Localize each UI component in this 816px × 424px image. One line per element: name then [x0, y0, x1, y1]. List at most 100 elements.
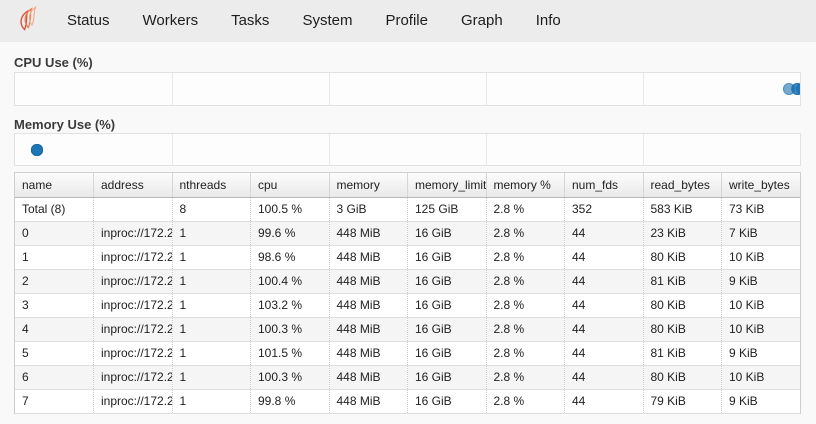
table-cell: 44 — [564, 317, 644, 342]
table-cell: 10 KiB — [721, 293, 800, 318]
gridline — [643, 134, 644, 165]
table-cell: 9 KiB — [721, 389, 800, 414]
table-cell: 99.8 % — [250, 389, 330, 414]
table-cell: 44 — [564, 221, 644, 246]
table-cell: 2 — [15, 269, 94, 294]
dask-logo[interactable] — [12, 4, 42, 38]
navbar-menu: Status Workers Tasks System Profile Graph Info — [67, 0, 561, 42]
table-cell: 7 — [15, 389, 94, 414]
column-header-memory[interactable]: memory % — [486, 173, 565, 198]
table-cell: 16 GiB — [407, 293, 487, 318]
table-cell: 1 — [172, 317, 251, 342]
column-header-name[interactable]: name — [15, 173, 94, 198]
nav-item-workers[interactable]: Workers — [142, 12, 199, 29]
nav-item-system[interactable]: System — [302, 12, 353, 29]
table-cell: 44 — [564, 365, 644, 390]
table-cell: 103.2 % — [250, 293, 330, 318]
table-cell: 16 GiB — [407, 341, 487, 366]
table-cell: 16 GiB — [407, 245, 487, 270]
table-cell: 80 KiB — [643, 317, 722, 342]
table-cell: 2.8 % — [486, 341, 565, 366]
gridline — [329, 134, 330, 165]
table-cell: inproc://172.20 — [93, 341, 173, 366]
column-header-num-fds[interactable]: num_fds — [564, 173, 644, 198]
table-cell: Total (8) — [15, 197, 94, 222]
table-cell: inproc://172.20 — [93, 293, 173, 318]
table-cell: 448 MiB — [329, 317, 408, 342]
worker-dot[interactable] — [783, 83, 795, 95]
column-header-write-bytes[interactable]: write_bytes — [721, 173, 800, 198]
column-header-read-bytes[interactable]: read_bytes — [643, 173, 722, 198]
table-cell: 448 MiB — [329, 269, 408, 294]
table-cell: 8 — [172, 197, 251, 222]
nav-item-tasks[interactable]: Tasks — [231, 12, 270, 29]
gridline — [643, 73, 644, 105]
table-cell: 16 GiB — [407, 365, 487, 390]
table-cell: 100.4 % — [250, 269, 330, 294]
gridline — [172, 134, 173, 165]
nav-item-info[interactable]: Info — [535, 12, 561, 29]
table-cell: 44 — [564, 341, 644, 366]
column-header-address[interactable]: address — [93, 173, 173, 198]
table-row[interactable]: Total (8) 8 100.5 % 3 GiB 125 GiB 2.8 % 352 583… — [15, 197, 800, 222]
table-cell: 1 — [172, 269, 251, 294]
table-cell: 44 — [564, 389, 644, 414]
table-cell: 44 — [564, 245, 644, 270]
table-cell: 3 — [15, 293, 94, 318]
table-cell: 23 KiB — [643, 221, 722, 246]
table-cell: 10 KiB — [721, 317, 800, 342]
table-cell: 1 — [172, 365, 251, 390]
column-header-cpu[interactable]: cpu — [250, 173, 330, 198]
nav-item-graph[interactable]: Graph — [460, 12, 503, 29]
table-cell: 2.8 % — [486, 269, 565, 294]
table-cell: 1 — [15, 245, 94, 270]
table-cell: 1 — [172, 389, 251, 414]
table-cell: inproc://172.20 — [93, 365, 173, 390]
table-cell: 81 KiB — [643, 269, 722, 294]
table-cell: 101.5 % — [250, 341, 330, 366]
nav-item-profile[interactable]: Profile — [385, 12, 428, 29]
worker-dot[interactable] — [30, 143, 43, 156]
table-cell: 583 KiB — [643, 197, 722, 222]
table-cell: 448 MiB — [329, 293, 408, 318]
table-cell: 352 — [564, 197, 644, 222]
table-cell: 2.8 % — [486, 317, 565, 342]
table-cell: 7 KiB — [721, 221, 800, 246]
table-cell: 6 — [15, 365, 94, 390]
table-cell: 16 GiB — [407, 221, 487, 246]
column-header-memory[interactable]: memory — [329, 173, 408, 198]
table-cell: 2.8 % — [486, 389, 565, 414]
table-cell: 2.8 % — [486, 197, 565, 222]
column-header-memory-limit[interactable]: memory_limit — [407, 173, 487, 198]
cpu-use-plot[interactable] — [14, 72, 801, 106]
table-cell: inproc://172.20 — [93, 317, 173, 342]
table-cell: 10 KiB — [721, 365, 800, 390]
table-cell: 80 KiB — [643, 245, 722, 270]
table-body: Total (8) 8 100.5 % 3 GiB 125 GiB 2.8 % 352 583… — [15, 197, 800, 414]
worker-dot[interactable] — [792, 83, 800, 95]
gridline — [486, 134, 487, 165]
table-cell: 1 — [172, 293, 251, 318]
table-cell: 448 MiB — [329, 221, 408, 246]
table-cell: 80 KiB — [643, 293, 722, 318]
table-cell: 16 GiB — [407, 269, 487, 294]
workers-table: name address nthreads cpu memory memory_limit… — [14, 172, 801, 414]
dask-logo-icon — [14, 4, 40, 39]
table-cell: inproc://172.20 — [93, 245, 173, 270]
table-cell: 5 — [15, 341, 94, 366]
table-cell: 100.3 % — [250, 365, 330, 390]
table-cell: 3 GiB — [329, 197, 408, 222]
column-header-nthreads[interactable]: nthreads — [172, 173, 251, 198]
memory-use-plot[interactable] — [14, 133, 801, 166]
table-cell: 1 — [172, 221, 251, 246]
nav-item-status[interactable]: Status — [67, 12, 110, 29]
table-cell: 100.3 % — [250, 317, 330, 342]
